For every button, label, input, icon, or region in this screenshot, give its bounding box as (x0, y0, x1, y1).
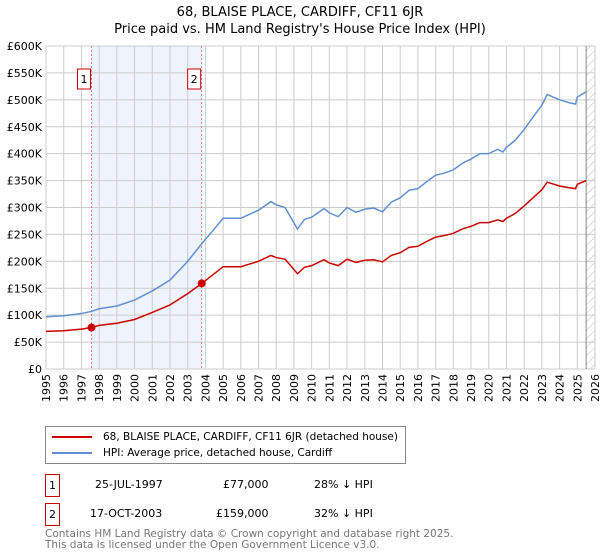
y-tick-label: £250K (7, 228, 43, 241)
y-tick-label: £200K (7, 255, 43, 268)
x-tick-label: 2017 (430, 374, 443, 402)
x-tick-label: 2021 (500, 374, 513, 402)
legend: 68, BLAISE PLACE, CARDIFF, CF11 6JR (det… (45, 426, 406, 464)
legend-item-property: 68, BLAISE PLACE, CARDIFF, CF11 6JR (det… (52, 431, 398, 443)
price-paid-line (45, 179, 587, 333)
legend-item-hpi: HPI: Average price, detached house, Card… (52, 447, 332, 459)
x-tick-label: 2010 (306, 374, 319, 402)
x-tick-label: 2009 (288, 374, 301, 402)
y-tick-label: £450K (7, 121, 43, 134)
x-tick-label: 2016 (412, 374, 425, 402)
x-tick-label: 2007 (253, 374, 266, 402)
y-tick-label: £400K (7, 148, 43, 161)
sale-marker-label: 2 (191, 73, 198, 86)
transaction-price: £77,000 (223, 478, 269, 491)
legend-label: 68, BLAISE PLACE, CARDIFF, CF11 6JR (det… (103, 431, 398, 443)
x-tick-label: 1999 (111, 374, 124, 402)
transaction-row: 2 17-OCT-2003 £159,000 32% ↓ HPI (45, 503, 445, 526)
sale-marker-label: 1 (81, 73, 88, 86)
sale-marker-box (77, 68, 92, 90)
x-tick-label: 1996 (58, 374, 71, 402)
x-tick-label: 2024 (554, 374, 567, 402)
x-tick-label: 2012 (341, 374, 354, 402)
transaction-date: 17-OCT-2003 (90, 507, 163, 520)
y-tick-label: £600K (7, 40, 43, 53)
legend-swatch-blue (52, 452, 92, 454)
sale-marker-box (187, 68, 202, 90)
x-tick-label: 1998 (93, 374, 106, 402)
x-tick-label: 2002 (164, 374, 177, 402)
x-tick-label: 2018 (447, 374, 460, 402)
x-tick-label: 2023 (536, 374, 549, 402)
footer-line: Contains HM Land Registry data © Crown c… (45, 528, 454, 540)
y-tick-label: £500K (7, 94, 43, 107)
transaction-row: 1 25-JUL-1997 £77,000 28% ↓ HPI (45, 474, 445, 497)
y-tick-label: £0 (28, 363, 42, 376)
y-tick-label: £350K (7, 175, 43, 188)
price-chart: 1995 1996 1997 1998 1999 2000 2001 2002 2003 2004… (7, 40, 600, 402)
x-tick-label: 2022 (518, 374, 531, 402)
x-tick-label: 2003 (182, 374, 195, 402)
x-tick-label: 1997 (75, 374, 88, 402)
chart-title: 68, BLAISE PLACE, CARDIFF, CF11 6JR (176, 5, 424, 20)
x-tick-label: 2015 (394, 374, 407, 402)
y-tick-label: £550K (7, 67, 43, 80)
footer-line: This data is licensed under the Open Gov… (45, 539, 380, 551)
x-tick-label: 2001 (146, 374, 159, 402)
x-tick-label: 2000 (129, 374, 142, 402)
marker-badge: 2 (45, 503, 60, 526)
transaction-hpi: 32% ↓ HPI (314, 507, 373, 520)
legend-label: HPI: Average price, detached house, Card… (103, 447, 333, 459)
x-tick-label: 2011 (323, 374, 336, 402)
x-tick-label: 2019 (465, 374, 478, 402)
x-tick-label: 2026 (589, 374, 600, 402)
y-tick-label: £150K (7, 282, 43, 295)
x-tick-label: 2008 (270, 374, 283, 402)
transaction-date: 25-JUL-1997 (95, 478, 163, 491)
chart-subtitle: Price paid vs. HM Land Registry's House … (114, 22, 486, 37)
marker-badge: 1 (45, 474, 60, 497)
x-tick-label: 2005 (217, 374, 230, 402)
x-tick-label: 1995 (40, 374, 53, 402)
x-tick-label: 2025 (571, 374, 584, 402)
y-tick-label: £50K (14, 336, 43, 349)
x-tick-label: 2020 (483, 374, 496, 402)
legend-swatch-red (52, 436, 92, 438)
x-tick-label: 2004 (199, 374, 212, 402)
transaction-price: £159,000 (216, 507, 269, 520)
footer: Contains HM Land Registry data © Crown c… (45, 529, 453, 551)
sale-point (197, 279, 206, 288)
y-tick-label: £300K (7, 202, 43, 215)
x-tick-label: 2006 (235, 374, 248, 402)
transaction-hpi: 28% ↓ HPI (314, 478, 373, 491)
y-tick-label: £100K (7, 309, 43, 322)
sale-point (87, 323, 96, 332)
x-tick-label: 2014 (376, 374, 389, 402)
hpi-line (45, 91, 587, 318)
x-tick-label: 2013 (359, 374, 372, 402)
